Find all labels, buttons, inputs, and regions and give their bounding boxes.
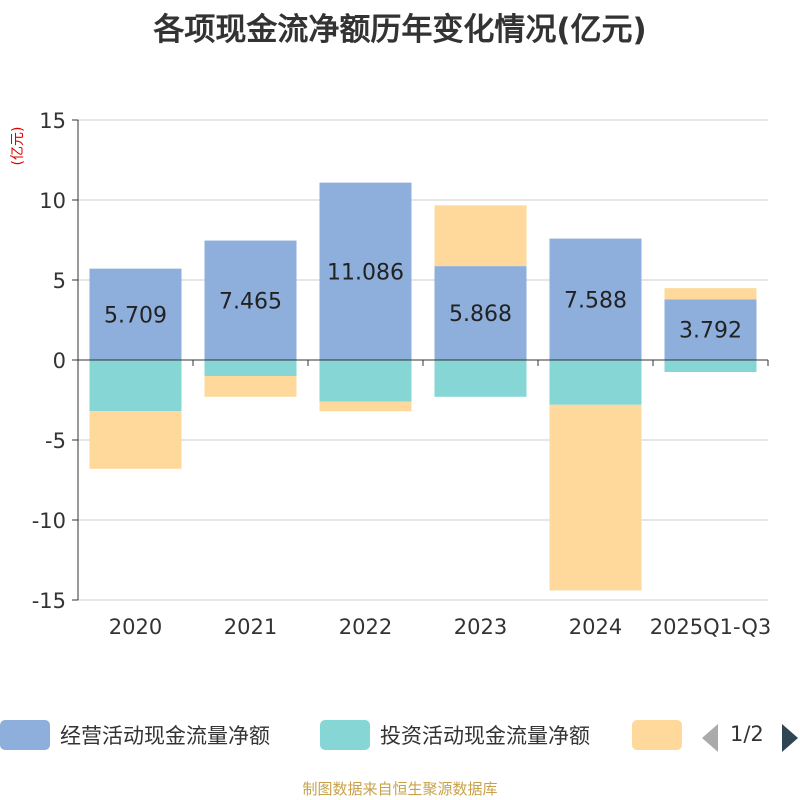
x-tick-label: 2025Q1-Q3 xyxy=(650,615,772,639)
legend-item-operating[interactable]: 经营活动现金流量净额 xyxy=(0,720,270,750)
data-label: 5.709 xyxy=(104,303,167,328)
legend-label-operating: 经营活动现金流量净额 xyxy=(60,724,270,748)
data-label: 7.588 xyxy=(564,288,627,313)
source-note: 制图数据来自恒生聚源数据库 xyxy=(302,780,498,798)
pager-next-icon[interactable] xyxy=(782,724,798,752)
pager-page-indicator: 1/2 xyxy=(730,722,764,746)
data-label: 11.086 xyxy=(327,260,404,285)
y-tick-label: 15 xyxy=(39,109,66,133)
x-tick-label: 2023 xyxy=(454,615,507,639)
data-label: 7.465 xyxy=(219,289,282,314)
bar-series1-2023 xyxy=(434,266,527,360)
bar-series2-2023 xyxy=(434,360,527,397)
y-tick-label: -10 xyxy=(32,509,66,533)
bar-series1-2022 xyxy=(319,182,412,360)
bar-series3-2025Q1-Q3 xyxy=(664,288,757,300)
legend: 经营活动现金流量净额 投资活动现金流量净额 1/2 xyxy=(0,716,800,756)
legend-item-financing[interactable] xyxy=(632,720,692,750)
bar-series3-2022 xyxy=(319,401,412,412)
bar-series2-2022 xyxy=(319,360,412,402)
bar-series2-2020 xyxy=(89,360,182,412)
bar-series3-2021 xyxy=(204,376,297,397)
bar-series1-2024 xyxy=(549,238,642,360)
y-tick-label: -15 xyxy=(32,589,66,613)
bar-series1-2020 xyxy=(89,268,182,360)
chart-plot: 15 10 5 0 -5 -10 -15 2020 2021 2022 2023 2024 2025Q… xyxy=(10,109,772,639)
bar-series1-2025Q1-Q3 xyxy=(664,299,757,360)
x-tick-label: 2020 xyxy=(109,615,162,639)
y-axis-label: (亿元) xyxy=(10,127,26,166)
y-tick-label: 5 xyxy=(53,269,66,293)
bar-series2-2021 xyxy=(204,360,297,376)
legend-pager: 1/2 xyxy=(700,718,800,754)
legend-swatch-operating xyxy=(0,720,50,750)
y-tick-label: 0 xyxy=(53,349,66,373)
bar-series3-2020 xyxy=(89,411,182,469)
legend-swatch-financing xyxy=(632,720,682,750)
bar-series3-2024 xyxy=(549,404,642,591)
data-label: 3.792 xyxy=(679,319,742,344)
pager-prev-icon[interactable] xyxy=(702,724,718,752)
data-label: 5.868 xyxy=(449,302,512,327)
bar-series2-2025Q1-Q3 xyxy=(664,360,757,372)
x-tick-label: 2021 xyxy=(224,615,277,639)
y-tick-label: 10 xyxy=(39,189,66,213)
x-tick-label: 2022 xyxy=(339,615,392,639)
y-tick-label: -5 xyxy=(45,429,66,453)
bar-series3-2023 xyxy=(434,205,527,267)
legend-label-investing: 投资活动现金流量净额 xyxy=(380,724,590,748)
chart-title: 各项现金流净额历年变化情况(亿元) xyxy=(153,12,647,48)
legend-swatch-investing xyxy=(320,720,370,750)
bar-series2-2024 xyxy=(549,360,642,405)
legend-item-investing[interactable]: 投资活动现金流量净额 xyxy=(320,720,590,750)
bar-series1-2021 xyxy=(204,240,297,360)
x-tick-label: 2024 xyxy=(569,615,622,639)
